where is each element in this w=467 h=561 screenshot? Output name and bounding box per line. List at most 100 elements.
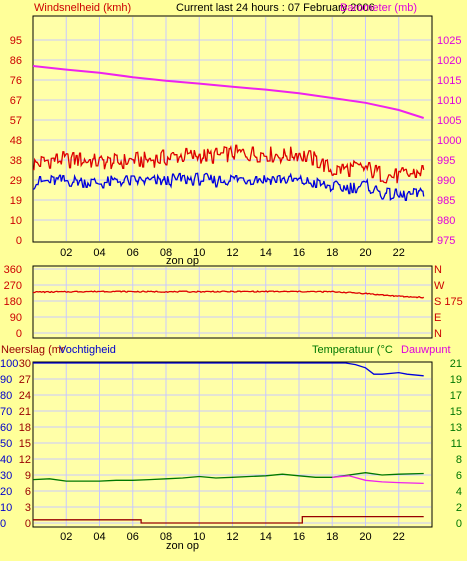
- rain-tick-label: 30: [19, 358, 31, 370]
- hour-tick-label-bottom: 18: [326, 531, 338, 543]
- panel-wind-series: [32, 65, 425, 202]
- rain-tick-label: 12: [19, 454, 31, 466]
- wind-tick-label: 0: [16, 235, 22, 247]
- direction-tick-label: 360: [4, 264, 22, 276]
- barometer-tick-label: 985: [437, 195, 455, 207]
- hour-tick-label-bottom: 10: [193, 531, 205, 543]
- hour-tick-label-bottom: 04: [93, 531, 105, 543]
- compass-tick-label: S 175: [434, 296, 463, 308]
- header-chart-title: Current last 24 hours : 07 February 2006: [176, 2, 375, 14]
- hour-tick-label-bottom: 20: [359, 531, 371, 543]
- hour-tick-label-top: 16: [293, 247, 305, 259]
- wind-panel-series-line: [33, 144, 425, 184]
- temperature-tick-label: 19: [450, 374, 462, 386]
- wind-tick-label: 95: [10, 35, 22, 47]
- humidity-panel-series-line: [33, 362, 424, 377]
- hour-tick-label-bottom: 16: [293, 531, 305, 543]
- hour-tick-label-top: 06: [127, 247, 139, 259]
- panel-wind-grid: [34, 17, 431, 241]
- direction-tick-label: 0: [16, 328, 22, 340]
- header-barometer-title: Barometer (mb): [340, 2, 417, 14]
- temperature-tick-label: 2: [456, 502, 462, 514]
- barometer-tick-label: 1005: [437, 115, 461, 127]
- direction-tick-label: 270: [4, 280, 22, 292]
- barometer-tick-label: 995: [437, 155, 455, 167]
- hour-tick-label-bottom: 08: [160, 531, 172, 543]
- temperature-tick-label: 6: [456, 470, 462, 482]
- hour-tick-label-bottom: 06: [127, 531, 139, 543]
- humidity-tick-label: 90: [0, 374, 12, 386]
- sunrise-label-bottom: zon op: [166, 540, 199, 552]
- humidity-tick-label: 20: [0, 486, 12, 498]
- rain-tick-label: 3: [25, 502, 31, 514]
- rain-tick-label: 9: [25, 470, 31, 482]
- compass-tick-label: N: [434, 328, 442, 340]
- panel-direction-grid: [34, 267, 431, 337]
- compass-tick-label: N: [434, 264, 442, 276]
- rain-tick-label: 18: [19, 422, 31, 434]
- wind-panel-series-line: [33, 172, 425, 202]
- hour-tick-label-bottom: 22: [393, 531, 405, 543]
- rain-axis-title: Neerslag (mr: [1, 344, 65, 356]
- hour-tick-label-bottom: 12: [226, 531, 238, 543]
- panel-wind-ticks: 0 10 19 29 38 48 57 67 76 86 95 975 980 985 990 995 1000…: [10, 35, 462, 259]
- hour-tick-label-top: 18: [326, 247, 338, 259]
- humidity-tick-label: 50: [0, 438, 12, 450]
- rain-tick-label: 27: [19, 374, 31, 386]
- wind-panel-series-line: [32, 65, 425, 119]
- wind-tick-label: 57: [10, 115, 22, 127]
- compass-tick-label: E: [434, 312, 441, 324]
- barometer-tick-label: 1025: [437, 35, 461, 47]
- humidity-panel-series-line: [332, 475, 424, 485]
- temperature-tick-label: 13: [450, 422, 462, 434]
- humidity-tick-label: 40: [0, 454, 12, 466]
- wind-tick-label: 19: [10, 195, 22, 207]
- dewpoint-axis-title: Dauwpunt: [401, 344, 451, 356]
- hour-tick-label-top: 12: [226, 247, 238, 259]
- wind-tick-label: 76: [10, 75, 22, 87]
- temperature-tick-label: 4: [456, 486, 462, 498]
- humidity-panel-series-line: [33, 515, 424, 524]
- wind-tick-label: 38: [10, 155, 22, 167]
- humidity-panel-series-line: [32, 472, 424, 482]
- barometer-tick-label: 980: [437, 215, 455, 227]
- hour-tick-label-bottom: 02: [60, 531, 72, 543]
- humidity-tick-label: 100: [0, 358, 18, 370]
- temperature-tick-label: 11: [451, 438, 462, 450]
- humidity-tick-label: 70: [0, 406, 12, 418]
- temperature-tick-label: 15: [450, 406, 462, 418]
- hour-tick-label-top: 20: [359, 247, 371, 259]
- humidity-tick-label: 30: [0, 470, 12, 482]
- direction-tick-label: 180: [4, 296, 22, 308]
- hour-tick-label-top: 08: [160, 247, 172, 259]
- compass-tick-label: W: [434, 280, 445, 292]
- hour-tick-label-top: 04: [93, 247, 105, 259]
- barometer-tick-label: 1000: [437, 135, 461, 147]
- temperature-tick-label: 0: [456, 518, 462, 530]
- wind-tick-label: 29: [10, 175, 22, 187]
- rain-tick-label: 15: [19, 438, 31, 450]
- panel-humidity-ticks: 0102030405060708090100036912151821242730…: [0, 358, 462, 543]
- panel-humidity-series: [32, 362, 424, 524]
- humidity-tick-label: 0: [0, 518, 6, 530]
- temperature-tick-label: 21: [450, 358, 462, 370]
- rain-tick-label: 0: [25, 518, 31, 530]
- rain-tick-label: 6: [25, 486, 31, 498]
- hour-tick-label-top: 14: [260, 247, 272, 259]
- panel-direction-series: [33, 290, 425, 299]
- direction-series-line: [33, 290, 425, 299]
- barometer-tick-label: 1020: [437, 55, 461, 67]
- sunrise-label-top: zon op: [166, 255, 199, 267]
- rain-tick-label: 24: [19, 390, 31, 402]
- humidity-tick-label: 80: [0, 390, 12, 402]
- direction-tick-label: 90: [10, 312, 22, 324]
- wind-tick-label: 48: [10, 135, 22, 147]
- hour-tick-label-top: 22: [393, 247, 405, 259]
- humidity-tick-label: 10: [0, 502, 12, 514]
- humidity-axis-title: Vochtigheid: [59, 344, 116, 356]
- wind-tick-label: 67: [10, 95, 22, 107]
- temperature-tick-label: 8: [456, 454, 462, 466]
- rain-tick-label: 21: [19, 406, 31, 418]
- temperature-axis-title: Temperatuur (°C: [312, 344, 393, 356]
